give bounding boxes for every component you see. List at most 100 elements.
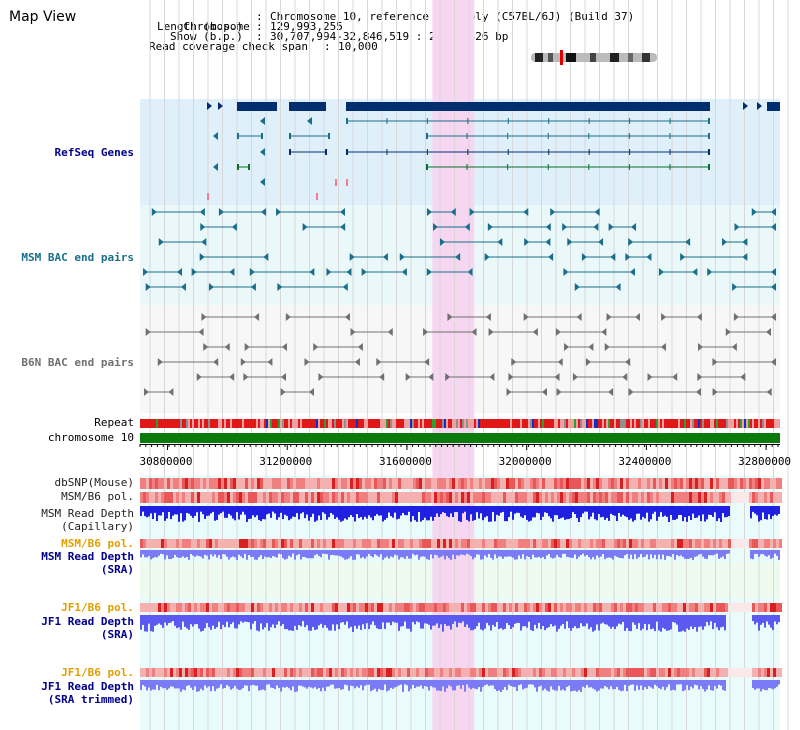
b6n-bac-end — [471, 328, 477, 336]
jf1-pol-strip-2 — [491, 668, 494, 677]
jf1-depth-sra-bar — [694, 615, 696, 627]
msm-depth-sra-bar — [238, 550, 240, 555]
msm-depth-sra-bar — [156, 550, 158, 558]
msm-depth-capillary-bar — [436, 506, 438, 514]
repeat-segment — [522, 419, 524, 428]
repeat-segment — [272, 419, 274, 428]
repeat-segment — [766, 419, 768, 428]
jf1-depth-trimmed-bar — [614, 680, 616, 690]
jf1-depth-trimmed-bar — [638, 680, 640, 690]
msm-depth-sra-bar — [590, 550, 592, 560]
jf1-depth-sra-bar — [624, 615, 626, 631]
msm-bac-end — [562, 223, 568, 231]
jf1-pol-strip-2 — [326, 668, 329, 677]
jf1-depth-sra-bar — [672, 615, 674, 622]
jf1-pol-strip-2 — [551, 668, 554, 677]
msm-b6-pol-strip — [716, 492, 719, 503]
jf1-depth-sra-bar — [210, 615, 212, 630]
jf1-depth-trimmed-bar — [434, 680, 436, 688]
jf1-depth-trimmed-bar — [308, 680, 310, 687]
dbsnp-strip — [569, 478, 572, 489]
jf1-pol-strip — [437, 603, 440, 612]
msm-depth-capillary-bar — [164, 506, 166, 521]
msm-depth-capillary-bar — [258, 506, 260, 520]
jf1-depth-sra-bar — [272, 615, 274, 625]
jf1-depth-trimmed-bar — [190, 680, 192, 688]
msm-depth-sra-bar — [632, 550, 634, 560]
jf1-pol-strip-2 — [536, 668, 539, 677]
msm-depth-sra-bar — [408, 550, 410, 559]
dbsnp-strip — [224, 478, 227, 489]
msm-b6-pol-strip-2 — [230, 539, 233, 548]
msm-depth-sra-bar — [170, 550, 172, 560]
msm-b6-pol-strip-2 — [353, 539, 356, 548]
jf1-pol-strip-2 — [458, 668, 461, 677]
ideogram-position-marker — [560, 50, 563, 65]
msm-bac-end — [615, 283, 621, 291]
b6n-bac-end — [585, 358, 591, 366]
msm-b6-pol-strip — [536, 492, 539, 503]
msm-b6-pol-strip — [323, 492, 326, 503]
msm-depth-sra-bar — [320, 550, 322, 558]
msm-depth-sra-bar — [450, 550, 452, 560]
msm-b6-pol-strip-2 — [647, 539, 650, 548]
msm-depth-capillary-bar — [174, 506, 176, 515]
dbsnp-strip — [317, 478, 320, 489]
jf1-pol-strip-2 — [368, 668, 371, 677]
dbsnp-strip — [575, 478, 578, 489]
jf1-pol-strip-2 — [731, 668, 734, 677]
jf1-pol-strip — [320, 603, 323, 612]
repeat-segment — [434, 419, 436, 428]
jf1-depth-trimmed-bar — [302, 680, 304, 687]
repeat-segment — [746, 419, 748, 428]
jf1-depth-trimmed-bar — [362, 680, 364, 691]
repeat-segment — [292, 419, 294, 428]
msm-b6-pol-strip-2 — [164, 539, 167, 548]
b6n-bac-end — [318, 373, 324, 381]
msm-bac-end — [771, 283, 776, 291]
msm-b6-pol-strip — [761, 492, 764, 503]
msm-b6-pol-strip — [455, 492, 458, 503]
jf1-pol-strip — [257, 603, 260, 612]
msm-depth-sra-bar — [410, 550, 412, 559]
jf1-depth-sra-bar — [360, 615, 362, 630]
repeat-segment — [580, 419, 582, 428]
msm-b6-pol-strip-2 — [539, 539, 542, 548]
msm-b6-pol-strip-2 — [185, 539, 188, 548]
jf1-pol-strip-2 — [662, 668, 665, 677]
msm-bac-end — [734, 223, 740, 231]
msm-depth-sra-bar — [542, 550, 544, 558]
repeat-segment — [672, 419, 674, 428]
msm-depth-sra-bar — [388, 550, 390, 559]
repeat-segment — [394, 419, 396, 428]
jf1-depth-trimmed-bar — [764, 680, 766, 691]
jf1-depth-trimmed-bar — [180, 680, 182, 692]
repeat-segment — [494, 419, 496, 428]
msm-b6-pol-strip — [260, 492, 263, 503]
msm-depth-sra-bar — [306, 550, 308, 559]
msm-depth-capillary-bar — [500, 506, 502, 513]
repeat-segment — [172, 419, 174, 428]
msm-depth-sra-bar — [626, 550, 628, 554]
jf1-depth-sra-bar — [612, 615, 614, 627]
jf1-pol-strip-2 — [713, 668, 716, 677]
msm-bac-end — [608, 223, 614, 231]
dbsnp-strip — [170, 478, 173, 489]
jf1-depth-sra-bar — [646, 615, 648, 631]
repeat-segment — [574, 419, 576, 428]
msm-depth-sra-bar — [280, 550, 282, 555]
msm-depth-sra-bar — [514, 550, 516, 560]
jf1-depth-sra-bar — [336, 615, 338, 625]
msm-b6-pol-strip — [767, 492, 770, 503]
msm-b6-pol-strip-2 — [575, 539, 578, 548]
jf1-depth-trimmed-bar — [618, 680, 620, 690]
jf1-pol-strip-2 — [182, 668, 185, 677]
jf1-pol-strip — [611, 603, 614, 612]
msm-b6-pol-strip — [179, 492, 182, 503]
repeat-segment — [170, 419, 172, 428]
msm-depth-capillary-bar — [444, 506, 446, 513]
jf1-depth-sra-bar — [754, 615, 756, 625]
ideogram-band — [535, 53, 543, 62]
